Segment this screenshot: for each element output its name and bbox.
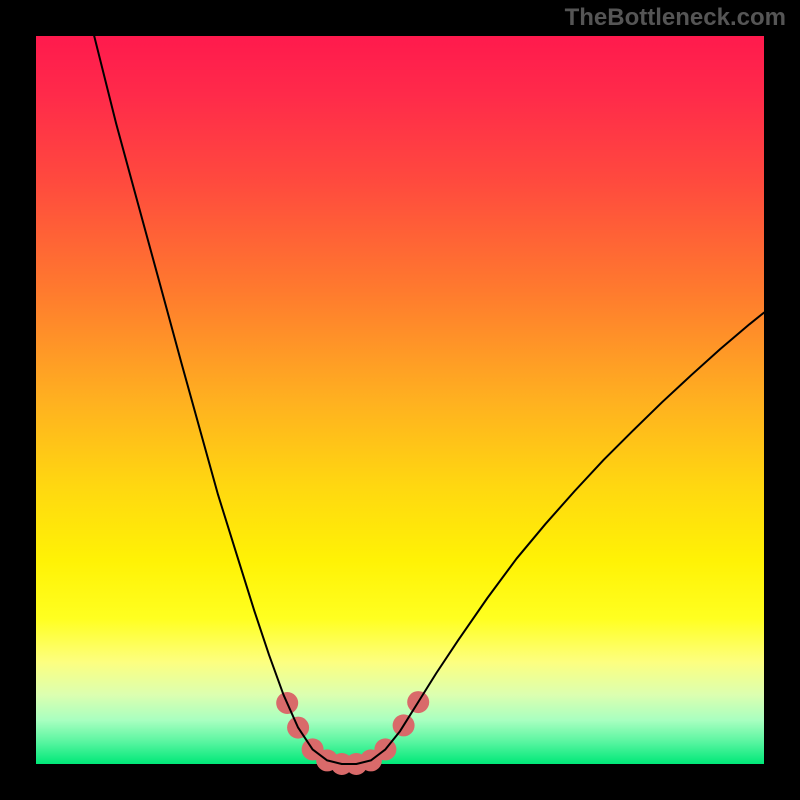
chart-container: TheBottleneck.com (0, 0, 800, 800)
plot-background (36, 36, 764, 764)
chart-svg (0, 0, 800, 800)
watermark-text: TheBottleneck.com (565, 4, 786, 32)
